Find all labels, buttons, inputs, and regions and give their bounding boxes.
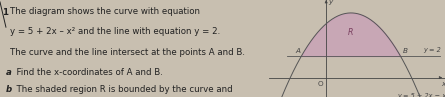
Text: The diagram shows the curve with equation: The diagram shows the curve with equatio… <box>10 7 200 16</box>
Text: B: B <box>403 48 408 54</box>
Text: O: O <box>318 81 324 87</box>
Text: y = 2: y = 2 <box>424 47 441 53</box>
Text: Find the x-coordinates of A and B.: Find the x-coordinates of A and B. <box>11 68 163 77</box>
Text: The shaded region R is bounded by the curve and: The shaded region R is bounded by the cu… <box>11 85 233 94</box>
Text: y = 5 + 2x − x²: y = 5 + 2x − x² <box>397 92 445 97</box>
Text: 1: 1 <box>2 8 8 17</box>
Text: b: b <box>5 85 12 94</box>
Text: y = 5 + 2x – x² and the line with equation y = 2.: y = 5 + 2x – x² and the line with equati… <box>10 27 220 36</box>
Text: x: x <box>441 81 445 87</box>
Text: The curve and the line intersect at the points A and B.: The curve and the line intersect at the … <box>10 48 245 57</box>
Text: a: a <box>5 68 11 77</box>
Text: A: A <box>295 48 300 54</box>
Text: y: y <box>328 0 332 5</box>
Text: R: R <box>348 28 354 37</box>
